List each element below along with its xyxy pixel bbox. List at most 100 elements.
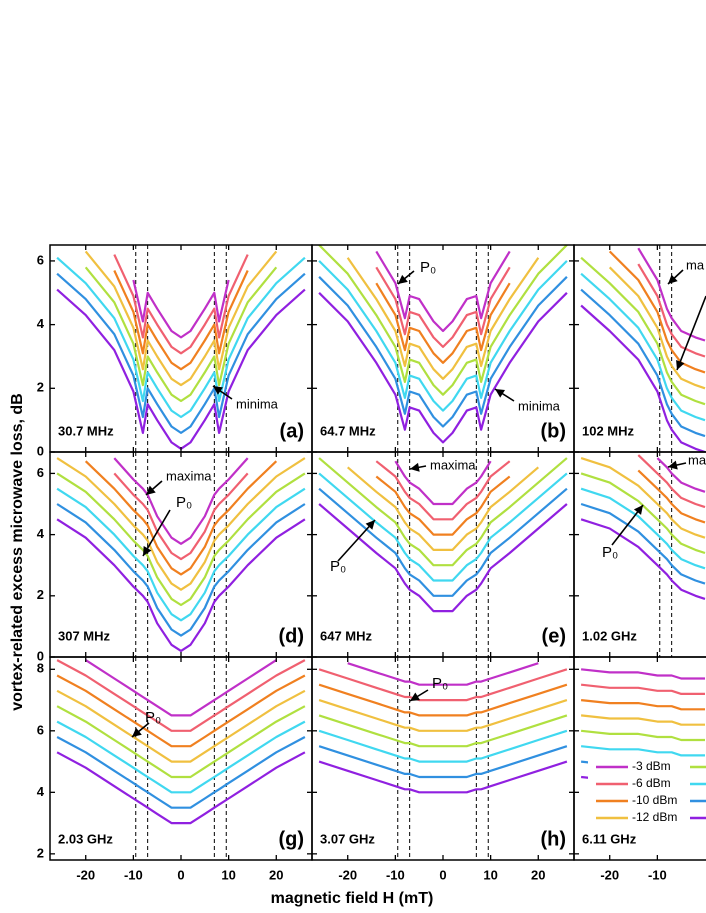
annotation: ma <box>686 257 705 272</box>
series-line <box>113 457 249 545</box>
panel-label: (b) <box>540 420 566 442</box>
series-line <box>56 720 306 794</box>
annotation: P₀ <box>602 544 618 561</box>
frequency-label: 30.7 MHz <box>58 423 114 438</box>
annotation: P₀ <box>420 259 436 276</box>
x-tick-label: -10 <box>386 867 405 882</box>
annotation: P₀ <box>330 558 346 575</box>
series-line <box>56 674 306 748</box>
annotation-arrowhead <box>676 359 685 370</box>
y-axis-label: vortex-related excess microwave loss, dB <box>9 393 26 711</box>
series-line <box>318 714 568 748</box>
panel-frame <box>573 451 706 658</box>
series-line <box>375 282 511 364</box>
series-line <box>84 266 278 403</box>
series-line <box>318 683 568 717</box>
legend-label: -10 dBm <box>632 793 677 807</box>
annotation: maxima <box>430 457 476 472</box>
y-tick-label: 4 <box>37 526 45 541</box>
panel-label: (g) <box>278 828 304 850</box>
legend-label: -12 dBm <box>632 810 677 824</box>
x-tick-label: 10 <box>221 867 235 882</box>
series-line <box>318 699 568 732</box>
annotation-arrowhead <box>668 460 678 470</box>
series-line <box>608 250 706 374</box>
series-line <box>375 460 511 521</box>
series-line <box>318 745 568 779</box>
series-line <box>375 266 511 348</box>
frequency-label: 307 MHz <box>58 628 111 643</box>
series-line <box>56 457 306 591</box>
annotation-arrowhead <box>146 485 156 495</box>
y-tick-label: 2 <box>37 845 44 860</box>
y-tick-label: 6 <box>37 722 44 737</box>
series-line <box>84 250 278 387</box>
frequency-label: 6.11 GHz <box>582 831 637 846</box>
series-line <box>580 272 706 422</box>
series-line <box>318 260 568 412</box>
y-tick-label: 4 <box>37 784 45 799</box>
frequency-label: 102 MHz <box>582 423 635 438</box>
series-line <box>318 503 568 613</box>
panel-frame <box>311 244 575 453</box>
series-line <box>580 288 706 438</box>
y-tick-label: 2 <box>37 380 44 395</box>
series-line <box>637 454 706 509</box>
series-line <box>56 472 306 607</box>
x-tick-label: -10 <box>124 867 143 882</box>
series-line <box>637 247 706 342</box>
series-line <box>580 487 706 570</box>
annotation: minima <box>518 398 561 413</box>
series-line <box>375 250 511 333</box>
panel-label: (d) <box>278 625 304 647</box>
series-line <box>318 760 568 794</box>
panel-label: (h) <box>540 828 566 850</box>
frequency-label: 3.07 GHz <box>320 831 375 846</box>
series-line <box>580 472 706 555</box>
y-tick-label: 0 <box>37 443 44 458</box>
series-line <box>85 659 277 717</box>
panel-frame <box>311 451 575 658</box>
series-line <box>580 256 706 406</box>
series-line <box>394 460 492 506</box>
annotation-arrowhead <box>213 386 223 395</box>
annotation-arrowhead <box>398 274 408 284</box>
series-line <box>346 257 540 380</box>
series-line <box>56 256 306 419</box>
series-line <box>56 503 306 637</box>
frequency-label: 1.02 GHz <box>582 628 637 643</box>
series-line <box>56 751 306 825</box>
y-tick-label: 6 <box>37 465 44 480</box>
annotation: maxima <box>166 468 212 483</box>
y-tick-label: 8 <box>37 661 44 676</box>
x-tick-label: 20 <box>269 867 283 882</box>
series-line <box>56 659 306 732</box>
series-line <box>56 689 306 763</box>
y-tick-label: 0 <box>37 648 44 663</box>
series-line <box>318 292 568 444</box>
series-line <box>637 469 706 524</box>
series-line <box>113 270 249 371</box>
series-line <box>318 668 568 702</box>
series-line <box>580 745 705 757</box>
annotation: minima <box>236 396 279 411</box>
legend-label: -6 dBm <box>632 776 671 790</box>
x-axis-label: magnetic field H (mT) <box>271 890 434 907</box>
series-line <box>637 263 706 358</box>
annotation: P₀ <box>432 675 448 692</box>
series-line <box>580 729 705 742</box>
annotation: P₀ <box>145 709 161 726</box>
annotation-arrow <box>676 295 706 371</box>
frequency-label: 2.03 GHz <box>58 831 113 846</box>
series-line <box>608 266 706 390</box>
series-line <box>580 457 706 539</box>
series-line <box>580 668 705 680</box>
series-line <box>318 729 568 763</box>
panel-label: (e) <box>542 625 566 647</box>
annotation-arrow <box>337 519 376 562</box>
x-tick-label: 10 <box>483 867 497 882</box>
x-tick-label: -10 <box>648 867 667 882</box>
series-line <box>318 245 568 396</box>
series-line <box>113 254 249 355</box>
